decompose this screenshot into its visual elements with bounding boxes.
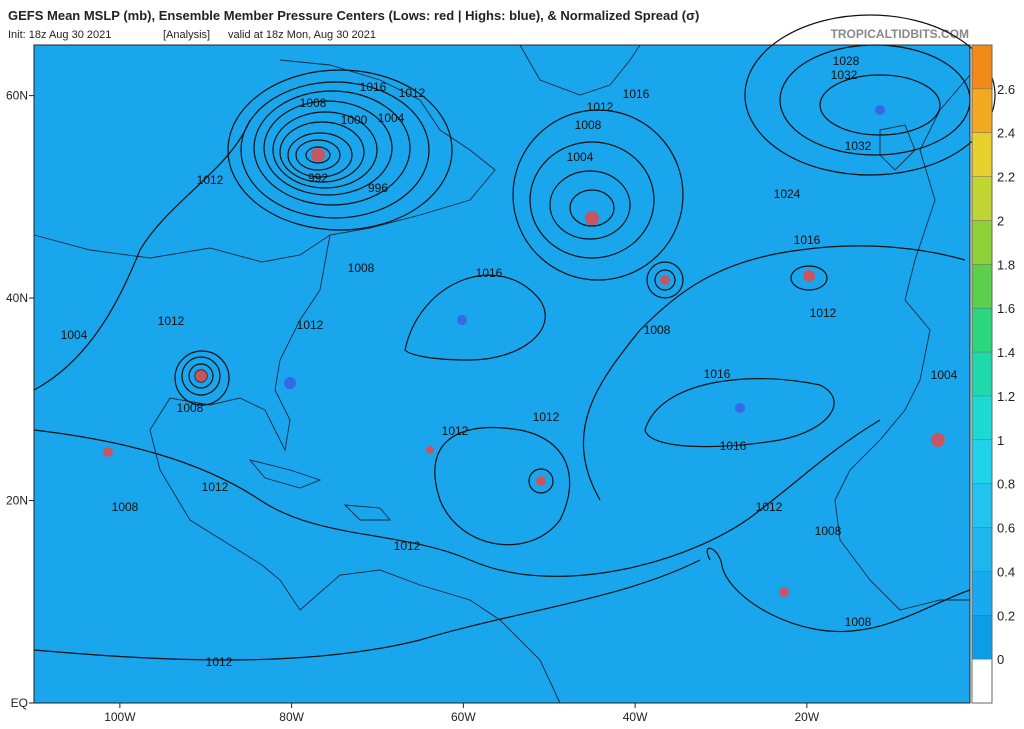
isobar-label: 1008 <box>300 96 327 110</box>
pressure-centers <box>103 105 945 597</box>
isobar-label: 1012 <box>533 410 560 424</box>
isobar-label: 1016 <box>794 233 821 247</box>
isobar-label: 1032 <box>831 68 858 82</box>
isobar-label: 1012 <box>297 318 324 332</box>
isobar-label: 1016 <box>623 87 650 101</box>
colorbar-tick-label: 2.2 <box>997 170 1015 185</box>
colorbar-tick-label: 1.2 <box>997 389 1015 404</box>
isobar-label: 1012 <box>158 314 185 328</box>
colorbar-tick-label: 2.4 <box>997 126 1015 141</box>
isobar-label: 1008 <box>177 401 204 415</box>
colorbar-band <box>972 571 992 616</box>
lon-tick-label: 40W <box>623 710 648 724</box>
isobar-label: 1012 <box>202 480 229 494</box>
colorbar-band <box>972 615 992 660</box>
isobar-label: 1004 <box>61 328 88 342</box>
lat-tick-label: EQ <box>11 696 28 710</box>
lat-tick-label: 40N <box>6 291 28 305</box>
lon-tick-label: 80W <box>279 710 304 724</box>
isobar-label: 1004 <box>931 368 958 382</box>
credit: TROPICALTIDBITS.COM <box>831 27 969 41</box>
colorbar-tick-label: 0.4 <box>997 564 1015 579</box>
isobar-label: 1008 <box>348 261 375 275</box>
colorbar-tick-label: 0.8 <box>997 477 1015 492</box>
valid: valid at 18z Mon, Aug 30 2021 <box>228 29 376 41</box>
isobar-label: 996 <box>368 181 388 195</box>
title: GEFS Mean MSLP (mb), Ensemble Member Pre… <box>8 8 699 23</box>
coastlines <box>33 44 971 704</box>
isobar-label: 1004 <box>378 111 405 125</box>
isobar-label: 1004 <box>567 150 594 164</box>
colorbar-band <box>972 439 992 484</box>
lat-tick-label: 20N <box>6 494 28 508</box>
isobar-label: 992 <box>308 171 328 185</box>
colorbar-tick-label: 1.6 <box>997 301 1015 316</box>
colorbar-tick-label: 0.6 <box>997 521 1015 536</box>
isobar-label: 1028 <box>833 54 860 68</box>
colorbar-band <box>972 132 992 177</box>
isobar-label: 1008 <box>112 500 139 514</box>
isobar-label: 1016 <box>360 80 387 94</box>
lon-tick-label: 100W <box>104 710 136 724</box>
isobar-label: 1000 <box>341 113 368 127</box>
analysis: [Analysis] <box>163 29 210 41</box>
colorbar-frame <box>971 44 993 704</box>
lon-tick-label: 60W <box>451 710 476 724</box>
isobar-label: 1012 <box>197 173 224 187</box>
colorbar-tick-label: 0.2 <box>997 608 1015 623</box>
isobar-label: 1016 <box>704 367 731 381</box>
isobar-label: 1012 <box>394 539 421 553</box>
lon-tick-label: 20W <box>795 710 820 724</box>
colorbar-tick-label: 1.4 <box>997 345 1015 360</box>
colorbar-band <box>972 308 992 353</box>
isobar-label: 1012 <box>442 424 469 438</box>
isobar-label: 1032 <box>845 139 872 153</box>
colorbar-band <box>972 483 992 528</box>
colorbar-band <box>972 395 992 440</box>
colorbar-tick-label: 1.8 <box>997 257 1015 272</box>
colorbar-tick-label: 1 <box>997 433 1004 448</box>
isobar-label: 1008 <box>845 615 872 629</box>
colorbar-band <box>972 264 992 309</box>
colorbar-band <box>972 352 992 396</box>
isobar-label: 1012 <box>206 655 233 669</box>
colorbar-band <box>972 45 992 89</box>
isobar-label: 1016 <box>720 439 747 453</box>
colorbar-tick-label: 2 <box>997 213 1004 228</box>
colorbar-band <box>972 527 992 572</box>
isobar-label: 1024 <box>774 187 801 201</box>
init: Init: 18z Aug 30 2021 <box>8 29 111 41</box>
colorbar-band <box>972 659 992 703</box>
isobar-label: 1012 <box>756 500 783 514</box>
colorbar-band <box>972 88 992 133</box>
colorbar-tick-label: 2.6 <box>997 82 1015 97</box>
colorbar-band <box>972 176 992 221</box>
isobar-label: 1012 <box>399 86 426 100</box>
isobar-label: 1008 <box>575 118 602 132</box>
isobar-label: 1012 <box>810 306 837 320</box>
isobar-label: 1016 <box>476 266 503 280</box>
isobar-label: 1008 <box>644 323 671 337</box>
isobar-label: 1008 <box>815 524 842 538</box>
map-background <box>34 45 970 703</box>
colorbar-tick-label: 0 <box>997 652 1004 667</box>
isobar-label: 1012 <box>587 100 614 114</box>
lat-tick-label: 60N <box>6 89 28 103</box>
colorbar-band <box>972 220 992 265</box>
map-frame <box>33 44 971 704</box>
